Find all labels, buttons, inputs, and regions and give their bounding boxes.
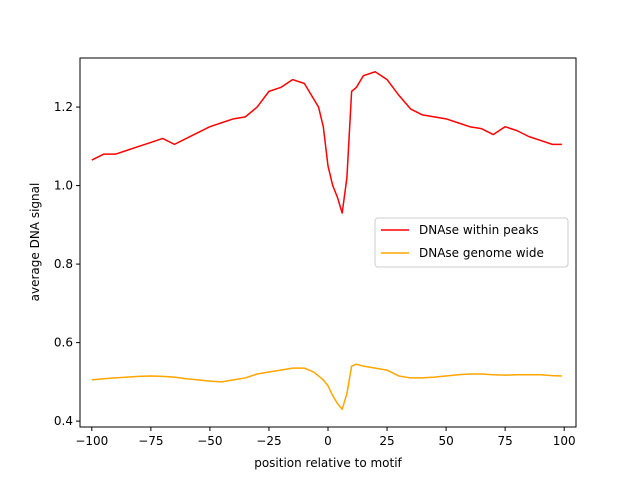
x-tick-label: −50 <box>197 434 222 448</box>
x-tick-label: −100 <box>75 434 108 448</box>
series-line-genome-wide <box>91 363 562 411</box>
series-line-within-peaks <box>91 70 562 214</box>
x-tick-label: 100 <box>553 434 576 448</box>
y-axis: 0.4 0.6 0.8 1.0 1.2 <box>54 100 80 428</box>
x-tick-label: 50 <box>438 434 453 448</box>
legend-label-within-peaks: DNAse within peaks <box>419 223 539 237</box>
x-tick-label: 0 <box>324 434 332 448</box>
x-tick-label: 75 <box>498 434 513 448</box>
x-tick-label: −25 <box>256 434 281 448</box>
y-tick-label: 0.4 <box>54 414 73 428</box>
x-axis-label: position relative to motif <box>254 456 402 470</box>
y-axis-label: average DNA signal <box>28 183 42 302</box>
x-tick-label: 25 <box>379 434 394 448</box>
series-layer <box>91 70 562 411</box>
y-tick-label: 1.0 <box>54 179 73 193</box>
y-tick-label: 0.6 <box>54 336 73 350</box>
legend-box <box>374 217 569 268</box>
legend: DNAse within peaks DNAse genome wide <box>374 217 569 268</box>
x-tick-label: −75 <box>138 434 163 448</box>
y-tick-label: 0.8 <box>54 257 73 271</box>
y-tick-label: 1.2 <box>54 100 73 114</box>
x-axis: −100 −75 −50 −25 0 25 50 75 100 <box>75 427 576 448</box>
legend-label-genome-wide: DNAse genome wide <box>419 246 544 260</box>
